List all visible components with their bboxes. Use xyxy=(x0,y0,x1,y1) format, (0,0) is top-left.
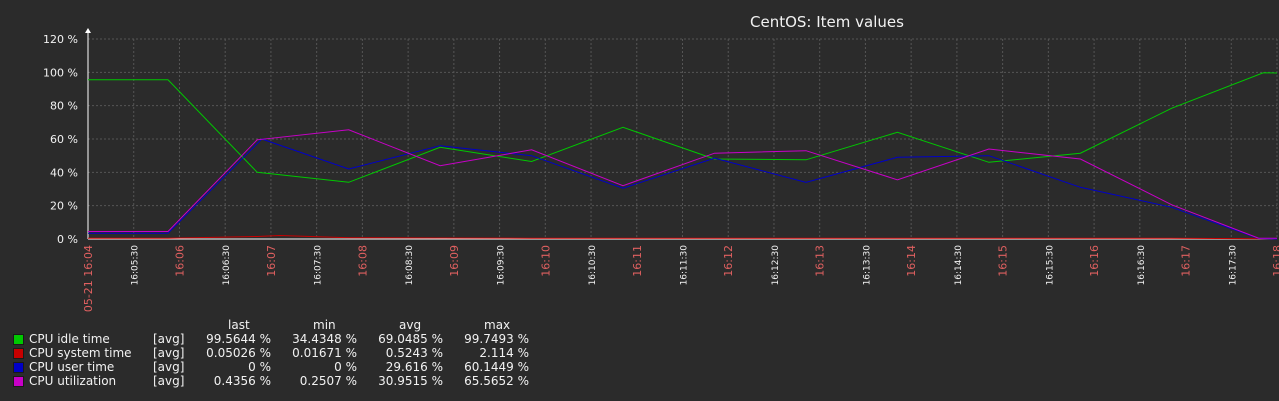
x-tick-label: 16:08 xyxy=(356,245,369,277)
x-tick-label: 16:10:30 xyxy=(588,245,598,286)
y-tick-label: 120 % xyxy=(43,33,78,46)
legend-avg-value: 69.0485 % xyxy=(378,332,443,346)
x-tick-label: 16:17:30 xyxy=(1228,245,1238,286)
x-tick-label: 16:15 xyxy=(997,245,1010,277)
x-tick-label: 16:11 xyxy=(631,245,644,277)
legend-header-avg: avg xyxy=(399,318,421,332)
y-tick-label: 80 % xyxy=(50,100,78,113)
legend-header-last: last xyxy=(228,318,250,332)
legend-series-func: [avg] xyxy=(153,374,184,388)
legend-max-value: 60.1449 % xyxy=(464,360,529,374)
x-tick-label: 16:12 xyxy=(722,245,735,277)
x-tick-label: 16:16 xyxy=(1088,245,1101,277)
legend-max-value: 65.5652 % xyxy=(464,374,529,388)
x-tick-label: 16:09 xyxy=(448,245,461,277)
x-tick-label: 16:12:30 xyxy=(771,245,781,286)
x-tick-label: 05-21 16:04 xyxy=(82,245,95,312)
legend-avg-value: 30.9515 % xyxy=(378,374,443,388)
y-axis-arrow-icon xyxy=(85,28,91,33)
legend-avg-value: 29.616 % xyxy=(386,360,443,374)
legend-min-value: 0.2507 % xyxy=(300,374,357,388)
legend-swatch xyxy=(13,348,24,359)
x-tick-label: 16:16:30 xyxy=(1137,245,1147,286)
legend-series-name: CPU utilization xyxy=(29,374,116,388)
y-tick-label: 60 % xyxy=(50,133,78,146)
x-tick-label: 16:15:30 xyxy=(1045,245,1055,286)
y-tick-label: 0 % xyxy=(57,233,78,246)
x-tick-label: 16:05:30 xyxy=(131,245,141,286)
x-tick-label: 16:08:30 xyxy=(405,245,415,286)
legend-min-value: 0.01671 % xyxy=(292,346,357,360)
y-tick-label: 100 % xyxy=(43,66,78,79)
legend-series-func: [avg] xyxy=(153,346,184,360)
y-tick-label: 40 % xyxy=(50,166,78,179)
x-tick-label: 16:06:30 xyxy=(222,245,232,286)
x-tick-label: 16:13:30 xyxy=(862,245,872,286)
x-tick-label: 16:11:30 xyxy=(680,245,690,286)
legend-max-value: 2.114 % xyxy=(479,346,529,360)
legend-max-value: 99.7493 % xyxy=(464,332,529,346)
axis-layer: 0 % 20 % 40 % 60 % 80 % 100 % 120 % 05-21 16:04… xyxy=(43,28,1279,312)
legend-min-value: 34.4348 % xyxy=(292,332,357,346)
x-tick-label: 16:09:30 xyxy=(497,245,507,286)
x-tick-label: 16:17 xyxy=(1180,245,1193,277)
legend-swatch xyxy=(13,334,24,345)
x-tick-label: 16:07:30 xyxy=(314,245,324,286)
legend-series-name: CPU idle time xyxy=(29,332,110,346)
legend-series-func: [avg] xyxy=(153,360,184,374)
x-tick-label: 16:14:30 xyxy=(954,245,964,286)
legend-series-name: CPU user time xyxy=(29,360,114,374)
x-tick-label: 16:10 xyxy=(539,245,552,277)
legend-series-func: [avg] xyxy=(153,332,184,346)
line-chart[interactable]: CentOS: Item values 0 % 20 % 40 % 60 % 80 % 1… xyxy=(0,0,1279,318)
x-tick-label: 16:06 xyxy=(173,245,186,277)
x-tick-label: 16:13 xyxy=(814,245,827,277)
legend-swatch xyxy=(13,362,24,373)
x-tick-label: 16:07 xyxy=(265,245,278,277)
legend-avg-value: 0.5243 % xyxy=(386,346,443,360)
legend-header-min: min xyxy=(313,318,336,332)
legend-last-value: 99.5644 % xyxy=(206,332,271,346)
legend-last-value: 0.4356 % xyxy=(214,374,271,388)
legend-swatch xyxy=(13,376,24,387)
chart-title: CentOS: Item values xyxy=(750,13,904,31)
x-tick-label: 16:14 xyxy=(905,245,918,277)
legend-series-name: CPU system time xyxy=(29,346,132,360)
legend-header-max: max xyxy=(484,318,510,332)
legend-min-value: 0 % xyxy=(334,360,357,374)
legend-last-value: 0.05026 % xyxy=(206,346,271,360)
y-tick-label: 20 % xyxy=(50,200,78,213)
x-tick-label: 16:18 xyxy=(1271,245,1279,277)
legend-last-value: 0 % xyxy=(248,360,271,374)
